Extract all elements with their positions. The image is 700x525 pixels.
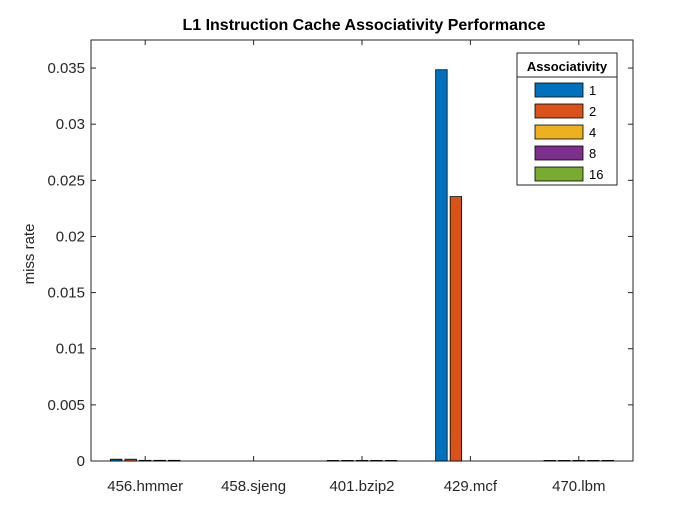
y-tick-label: 0.035 — [47, 60, 85, 77]
legend-swatch-4 — [534, 124, 584, 140]
legend-label-2: 2 — [589, 104, 596, 119]
legend-label-8: 8 — [589, 146, 596, 161]
legend-swatch-8 — [534, 145, 584, 161]
bar-470.lbm-assoc-16 — [601, 460, 614, 462]
bar-401.bzip2-assoc-8 — [370, 460, 383, 462]
y-tick-label: 0.005 — [47, 397, 85, 414]
legend-swatch-1 — [534, 82, 584, 98]
x-tick-label: 458.sjeng — [221, 478, 286, 495]
legend-label-1: 1 — [589, 83, 596, 98]
legend-box — [516, 52, 618, 186]
x-tick-label: 456.hmmer — [107, 478, 183, 495]
x-tick-label: 470.lbm — [552, 478, 605, 495]
legend-swatch-16 — [534, 166, 584, 182]
y-tick-labels: 0 0.005 0.01 0.015 0.02 0.025 0.03 0.035 — [47, 60, 633, 470]
bar-470.lbm-assoc-2 — [558, 460, 571, 462]
bar-429.mcf-assoc-1 — [435, 69, 448, 462]
bars — [110, 69, 614, 462]
legend-title: Associativity — [527, 59, 608, 74]
x-tick-label: 401.bzip2 — [329, 478, 394, 495]
bar-456.hmmer-assoc-2 — [124, 458, 137, 462]
x-tick-label: 429.mcf — [444, 478, 498, 495]
y-tick-label: 0 — [77, 453, 85, 470]
bar-470.lbm-assoc-1 — [543, 460, 556, 462]
bar-456.hmmer-assoc-1 — [110, 458, 123, 462]
chart-title: L1 Instruction Cache Associativity Perfo… — [182, 17, 545, 34]
bar-456.hmmer-assoc-16 — [168, 459, 181, 462]
bar-401.bzip2-assoc-1 — [326, 460, 340, 462]
y-axis-label: miss rate — [21, 224, 38, 285]
bar-401.bzip2-assoc-16 — [384, 460, 398, 462]
bar-401.bzip2-assoc-2 — [341, 460, 354, 462]
legend: Associativity 1 2 4 8 16 — [516, 52, 618, 186]
x-tick-labels: 456.hmmer 458.sjeng 401.bzip2 429.mcf 470.lb… — [107, 40, 605, 495]
legend-label-16: 16 — [589, 167, 603, 182]
bar-456.hmmer-assoc-8 — [153, 459, 166, 462]
y-tick-label: 0.03 — [56, 116, 85, 133]
y-tick-label: 0.02 — [56, 228, 85, 245]
legend-swatch-2 — [534, 103, 584, 119]
bar-470.lbm-assoc-8 — [587, 460, 600, 462]
y-tick-label: 0.025 — [47, 172, 85, 189]
y-tick-label: 0.01 — [56, 341, 85, 358]
legend-label-4: 4 — [589, 125, 596, 140]
bar-429.mcf-assoc-2 — [449, 196, 463, 462]
y-tick-label: 0.015 — [47, 285, 85, 302]
